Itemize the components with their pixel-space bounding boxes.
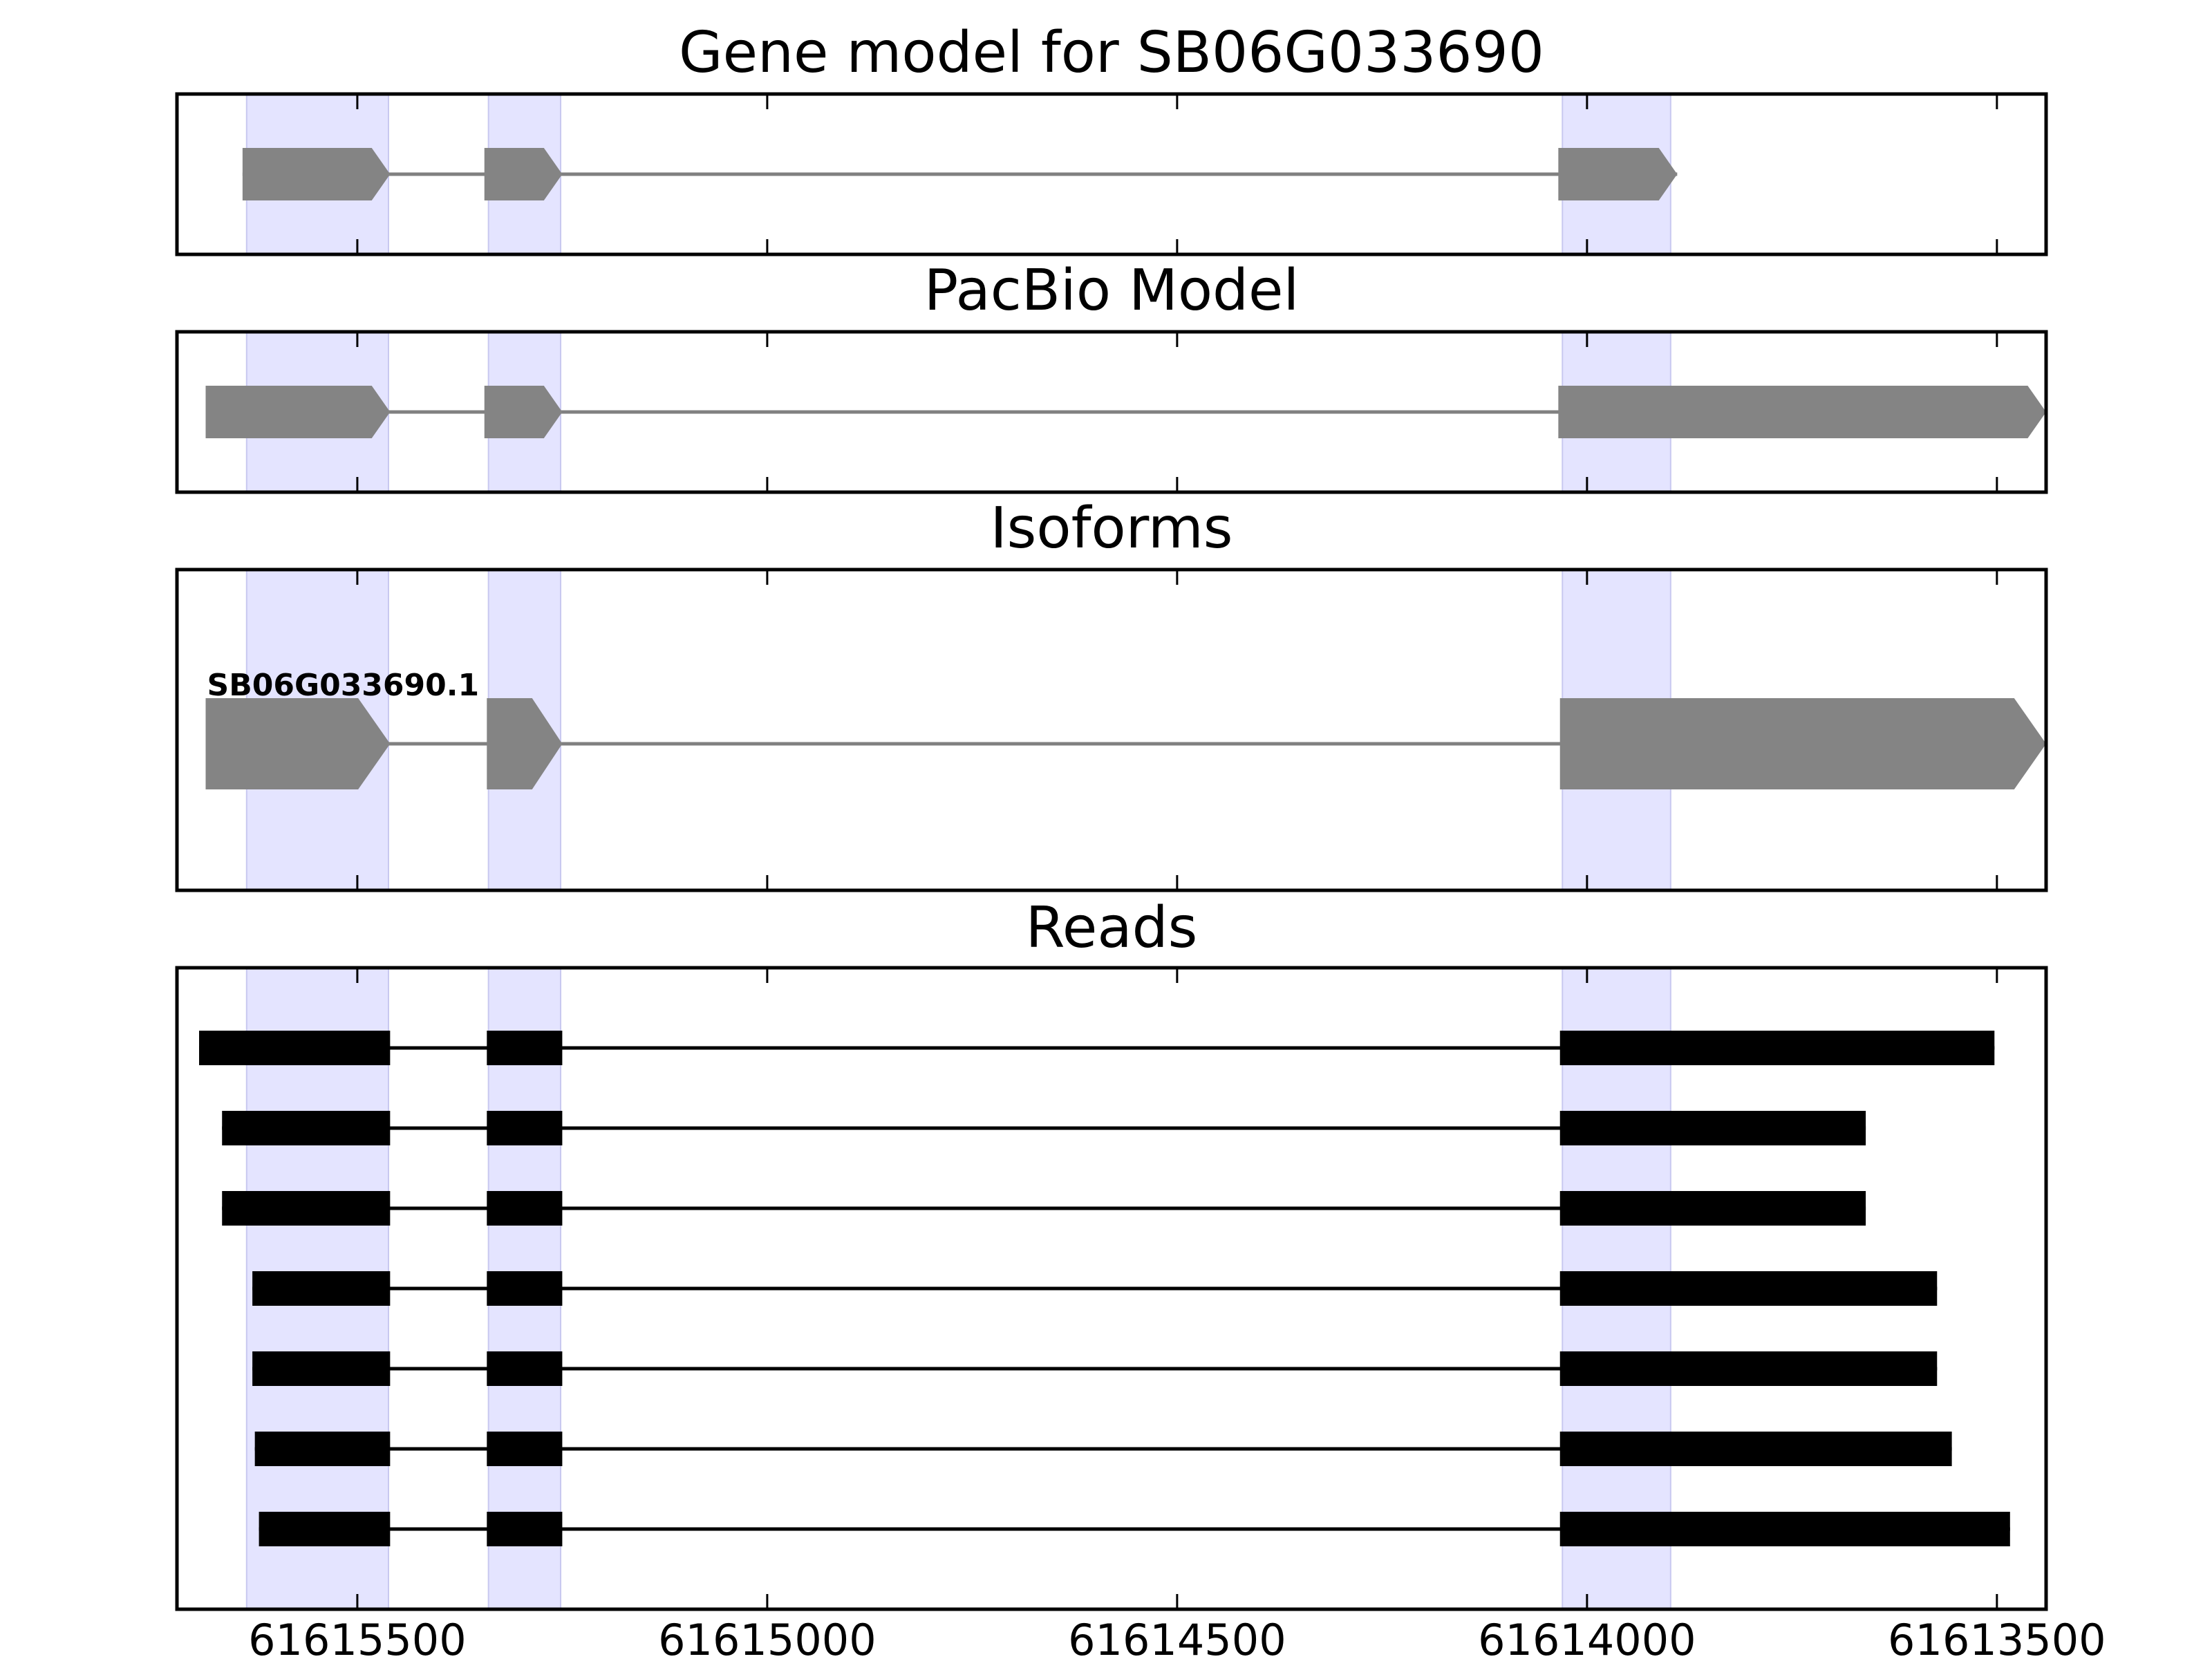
read-exon xyxy=(1559,1512,2010,1546)
read-track xyxy=(259,1512,2010,1546)
x-tick-label: 61614000 xyxy=(1478,1615,1696,1659)
exon xyxy=(1558,386,2046,438)
read-exon xyxy=(254,1432,391,1466)
read-exon xyxy=(487,1512,563,1546)
panel-frame xyxy=(175,568,2048,892)
panel-pacbio-model: PacBio Model xyxy=(175,258,2048,494)
read-exon xyxy=(1559,1191,1866,1226)
panel-title: Isoforms xyxy=(991,496,1233,561)
panel-isoforms: Isoforms SB06G033690.1 xyxy=(175,496,2048,892)
read-exon xyxy=(487,1351,563,1386)
read-exon xyxy=(487,1111,563,1145)
gene-track: SB06G033690.1 xyxy=(205,668,2046,789)
panel-frame xyxy=(175,330,2048,494)
x-tick-label: 61615000 xyxy=(658,1615,877,1659)
x-tick-label: 61614500 xyxy=(1068,1615,1286,1659)
panel-title: Reads xyxy=(1026,895,1198,961)
read-track xyxy=(199,1031,1995,1065)
exon xyxy=(487,698,563,789)
panel-gene-model: Gene model for SB06G033690 xyxy=(175,20,2048,256)
read-exon xyxy=(487,1191,563,1226)
read-track xyxy=(222,1111,1866,1145)
read-exon xyxy=(199,1031,391,1065)
gene-track xyxy=(205,386,2046,438)
read-exon xyxy=(222,1111,391,1145)
read-exon xyxy=(1559,1111,1866,1145)
read-exon xyxy=(222,1191,391,1226)
exon xyxy=(484,386,563,438)
read-exon xyxy=(487,1271,563,1306)
x-tick-label: 61613500 xyxy=(1888,1615,2106,1659)
panel-title: PacBio Model xyxy=(924,258,1300,324)
panel-reads: Reads 61615500 61615000 61614500 61614000 616… xyxy=(175,895,2106,1659)
read-track xyxy=(252,1271,1938,1306)
exon xyxy=(484,148,563,200)
read-exon xyxy=(487,1031,563,1065)
read-exon xyxy=(1559,1351,1938,1386)
exon xyxy=(205,698,391,789)
read-track xyxy=(254,1432,1952,1466)
exon xyxy=(1559,698,2046,789)
read-exon xyxy=(1559,1031,1995,1065)
read-exon xyxy=(252,1351,391,1386)
read-exon xyxy=(1559,1432,1952,1466)
x-tick-label: 61615500 xyxy=(248,1615,467,1659)
gene-track xyxy=(242,148,1678,200)
read-track xyxy=(222,1191,1866,1226)
plot-area: Gene model for SB06G033690 PacBio Model Is… xyxy=(175,20,2106,1659)
isoform-label: SB06G033690.1 xyxy=(207,668,480,703)
read-exon xyxy=(259,1512,391,1546)
read-exon xyxy=(1559,1271,1938,1306)
exon xyxy=(242,148,391,200)
panel-frame xyxy=(175,92,2048,256)
exon xyxy=(1558,148,1678,200)
exon xyxy=(205,386,391,438)
read-exon xyxy=(487,1432,563,1466)
read-track xyxy=(252,1351,1938,1386)
panel-frame xyxy=(175,966,2048,1611)
panel-title: Gene model for SB06G033690 xyxy=(679,20,1544,86)
read-exon xyxy=(252,1271,391,1306)
